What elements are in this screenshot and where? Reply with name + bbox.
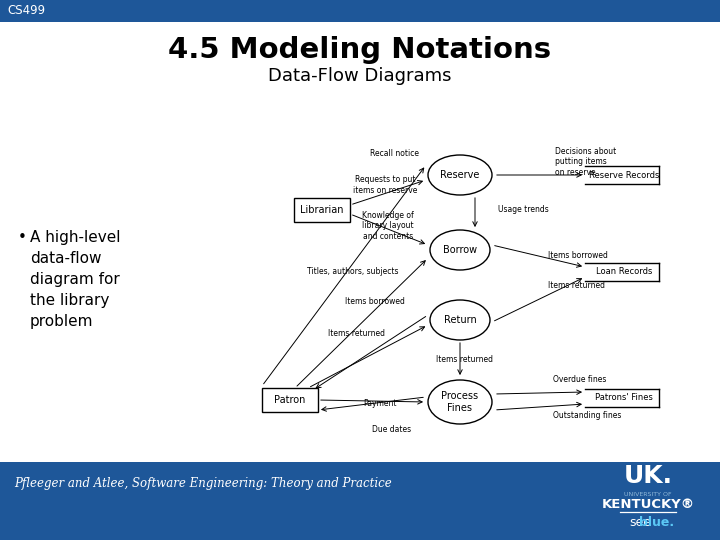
Bar	[0, 462, 720, 540]
Text: Loan Records: Loan Records	[596, 267, 652, 276]
Text: KENTUCKY®: KENTUCKY®	[601, 498, 695, 511]
Text: Items returned: Items returned	[328, 328, 385, 338]
Ellipse shape	[428, 380, 492, 424]
Text: Return: Return	[444, 315, 477, 325]
Text: Reserve Records: Reserve Records	[589, 171, 660, 179]
Ellipse shape	[428, 155, 492, 195]
Text: Items borrowed: Items borrowed	[548, 252, 608, 260]
Text: Usage trends: Usage trends	[498, 206, 549, 214]
Text: Patrons' Fines: Patrons' Fines	[595, 394, 653, 402]
Text: Knowledge of
library layout
and contents: Knowledge of library layout and contents	[362, 211, 414, 241]
Bar	[0, 22, 720, 462]
Text: Items borrowed: Items borrowed	[345, 298, 405, 307]
Text: Patron: Patron	[274, 395, 306, 405]
Text: Pfleeger and Atlee, Software Engineering: Theory and Practice: Pfleeger and Atlee, Software Engineering…	[14, 477, 392, 490]
Text: UNIVERSITY OF: UNIVERSITY OF	[624, 491, 672, 496]
Text: Decisions about
putting items
on reserve: Decisions about putting items on reserve	[555, 147, 616, 177]
Text: CS499: CS499	[7, 4, 45, 17]
Text: Reserve: Reserve	[441, 170, 480, 180]
Text: Items returned: Items returned	[436, 354, 493, 363]
Text: Process
Fines: Process Fines	[441, 391, 479, 413]
Text: Requests to put
items on reserve: Requests to put items on reserve	[353, 176, 417, 195]
Text: Librarian: Librarian	[300, 205, 343, 215]
Text: Data-Flow Diagrams: Data-Flow Diagrams	[269, 67, 451, 85]
Text: Payment: Payment	[364, 400, 397, 408]
Ellipse shape	[430, 230, 490, 270]
Text: A high-level
data-flow
diagram for
the library
problem: A high-level data-flow diagram for the l…	[30, 230, 120, 329]
Text: see: see	[629, 516, 651, 529]
Text: UK.: UK.	[624, 464, 672, 488]
Text: Overdue fines: Overdue fines	[553, 375, 606, 384]
Text: blue.: blue.	[639, 516, 675, 529]
Text: Outstanding fines: Outstanding fines	[553, 411, 621, 421]
Text: Borrow: Borrow	[443, 245, 477, 255]
Ellipse shape	[430, 300, 490, 340]
Bar	[0, 0, 720, 22]
Text: Items returned: Items returned	[548, 281, 605, 291]
Text: 4.5 Modeling Notations: 4.5 Modeling Notations	[168, 36, 552, 64]
Bar	[262, 388, 318, 412]
Text: Due dates: Due dates	[372, 426, 411, 435]
Text: Recall notice: Recall notice	[370, 148, 419, 158]
Bar	[294, 198, 350, 222]
Text: •: •	[18, 230, 27, 245]
Text: Titles, authors, subjects: Titles, authors, subjects	[307, 267, 399, 276]
